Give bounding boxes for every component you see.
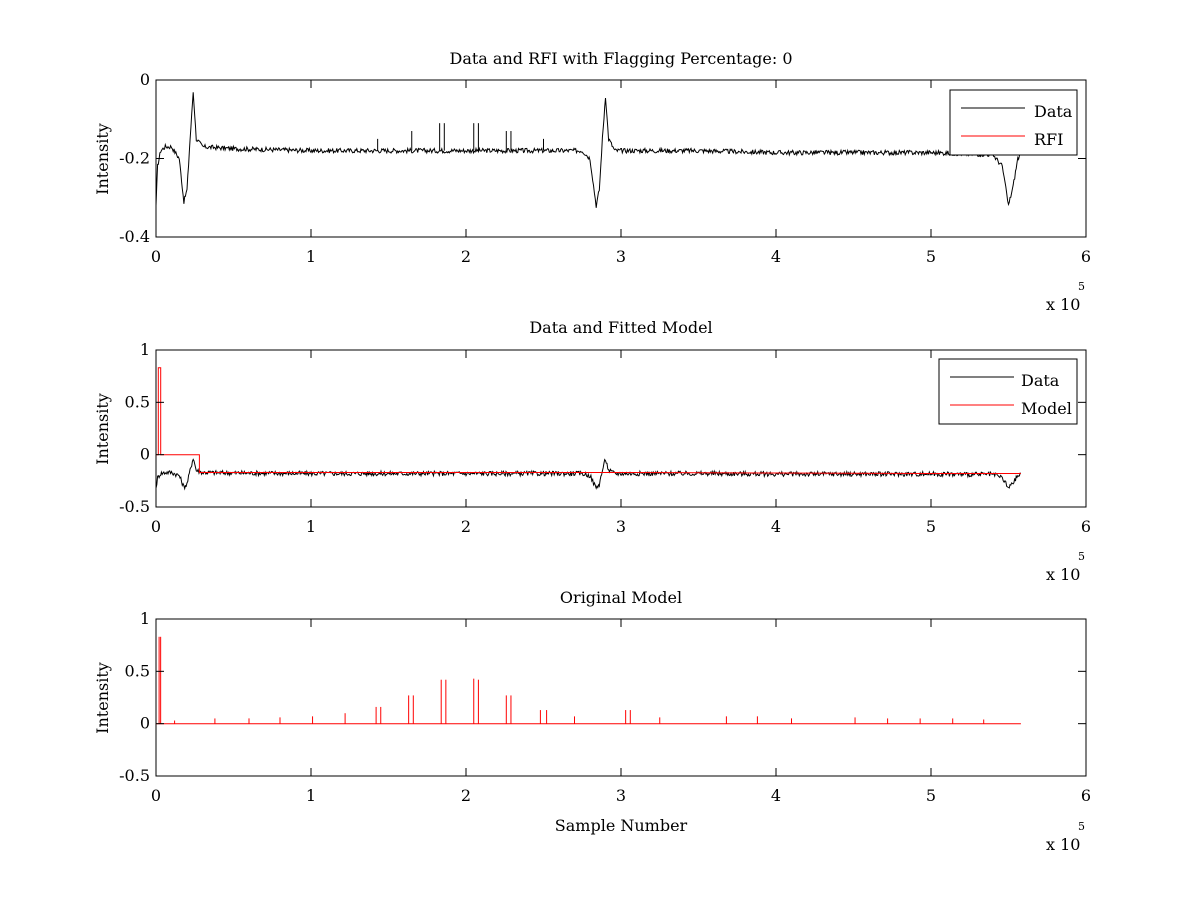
panel-1-legend-rfi-label: RFI (1034, 130, 1063, 149)
panel-3-plot-area (156, 636, 1021, 725)
panel-1-legend-box (949, 89, 1078, 156)
panel-2-series-model (156, 367, 1021, 474)
panel-2-x-tick-label: 2 (461, 517, 471, 536)
panel-2: Data and Fitted Model Intensity 0 1 2 3 4 5 6 -… (93, 318, 1091, 584)
panel-3-x-multiplier: x 10 (1046, 835, 1080, 854)
panel-3-ylabel: Intensity (93, 662, 112, 734)
panel-2-ticks: 0 1 2 3 4 5 6-0.500.51 (119, 340, 1091, 536)
panel-3-title: Original Model (560, 588, 682, 607)
panel-1-x-tick-label: 0 (151, 247, 161, 266)
panel-3-xlabel: Sample Number (555, 816, 688, 835)
panel-2-title: Data and Fitted Model (529, 318, 712, 337)
panel-1-x-tick-label: 2 (461, 247, 471, 266)
panel-3-series-layer (156, 636, 1021, 725)
panel-2-axes-box (155, 349, 1087, 508)
panel-3: Original Model Intensity 0 1 2 3 4 5 6-0.500.5… (93, 588, 1091, 854)
panel-2-ylabel: Intensity (93, 393, 112, 465)
panel-1-plot-area (156, 92, 1021, 208)
panel-2-y-tick-label: 0 (140, 445, 150, 464)
panel-1: Data and RFI with Flagging Percentage: 0… (93, 49, 1091, 314)
panel-1-y-tick-label: 0 (140, 70, 150, 89)
panel-2-legend-model-label: Model (1021, 399, 1072, 418)
panel-1-y-tick-label: -0.2 (119, 149, 150, 168)
panel-3-y-tick-label: 0 (140, 714, 150, 733)
panel-1-title: Data and RFI with Flagging Percentage: 0 (449, 49, 792, 68)
panel-1-x-multiplier-exp: 5 (1078, 280, 1085, 293)
panel-2-legend: Data Model (938, 358, 1078, 425)
panel-3-x-tick-label: 1 (306, 786, 316, 805)
panel-1-legend: Data RFI (949, 89, 1078, 156)
panel-3-x-tick-label: 5 (926, 786, 936, 805)
panel-1-x-tick-label: 4 (771, 247, 781, 266)
panel-3-x-tick-label: 0 (151, 786, 161, 805)
panel-3-ticks: 0 1 2 3 4 5 6-0.500.51 (119, 609, 1091, 805)
panel-1-x-multiplier: x 10 (1046, 295, 1080, 314)
panel-1-series-layer (156, 92, 1021, 208)
panel-2-x-tick-label: 6 (1081, 517, 1091, 536)
panel-3-y-tick-label: -0.5 (119, 766, 150, 785)
panel-2-legend-data-label: Data (1021, 371, 1060, 390)
panel-1-series-data (156, 92, 1021, 208)
panel-2-x-tick-label: 1 (306, 517, 316, 536)
panel-2-x-tick-label: 4 (771, 517, 781, 536)
panel-2-x-tick-label: 0 (151, 517, 161, 536)
panel-2-y-tick-label: -0.5 (119, 497, 150, 516)
panel-3-x-tick-label: 4 (771, 786, 781, 805)
panel-1-axes-box (155, 79, 1087, 238)
panel-2-x-multiplier-exp: 5 (1078, 550, 1085, 563)
panel-2-x-tick-label: 5 (926, 517, 936, 536)
panel-1-x-tick-label: 6 (1081, 247, 1091, 266)
panel-3-x-multiplier-exp: 5 (1078, 820, 1085, 833)
panel-2-x-multiplier: x 10 (1046, 565, 1080, 584)
panel-3-axes-box (155, 618, 1087, 777)
panel-2-legend-box (938, 358, 1078, 425)
panel-3-x-tick-label: 6 (1081, 786, 1091, 805)
panel-1-x-tick-label: 1 (306, 247, 316, 266)
panel-3-y-tick-label: 0.5 (125, 661, 150, 680)
panel-2-y-tick-label: 1 (140, 340, 150, 359)
panel-2-series-data (156, 458, 1021, 491)
panel-2-series-layer (156, 367, 1021, 491)
panel-1-legend-data-label: Data (1034, 102, 1073, 121)
panel-1-ticks: 0 1 2 3 4 5 6 -0.4 -0.2 0 (119, 70, 1091, 266)
panel-2-x-tick-label: 3 (616, 517, 626, 536)
panel-3-x-tick-label: 2 (461, 786, 471, 805)
panel-2-plot-area (156, 367, 1021, 491)
panel-1-ylabel: Intensity (93, 123, 112, 195)
panel-1-x-tick-label: 3 (616, 247, 626, 266)
panel-1-y-tick-label: -0.4 (119, 227, 150, 246)
panel-2-y-tick-label: 0.5 (125, 392, 150, 411)
panel-3-y-tick-label: 1 (140, 609, 150, 628)
panel-1-x-tick-label: 5 (926, 247, 936, 266)
panel-3-x-tick-label: 3 (616, 786, 626, 805)
